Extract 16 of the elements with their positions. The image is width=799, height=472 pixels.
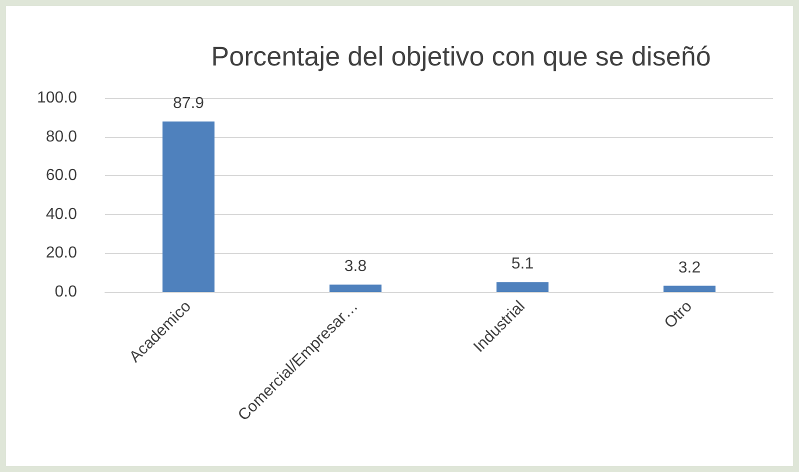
y-tick-label: 60.0: [46, 167, 78, 184]
y-tick-label: 40.0: [46, 206, 78, 223]
y-tick-label: 80.0: [46, 128, 78, 146]
chart-title: Porcentaje del objetivo con que se diseñó: [211, 42, 711, 72]
x-tick-label: Otro: [662, 298, 696, 332]
data-label: 3.2: [678, 259, 701, 276]
y-tick-label: 20.0: [46, 244, 78, 262]
y-tick-label: 100.0: [36, 90, 78, 106]
data-label: 5.1: [511, 256, 534, 273]
bar: [496, 282, 548, 292]
y-tick-label: 0.0: [54, 284, 78, 300]
bar: [664, 286, 716, 292]
bar: [330, 284, 382, 292]
data-label: 87.9: [172, 94, 204, 112]
bar: [162, 121, 214, 292]
data-label: 3.8: [344, 258, 367, 276]
